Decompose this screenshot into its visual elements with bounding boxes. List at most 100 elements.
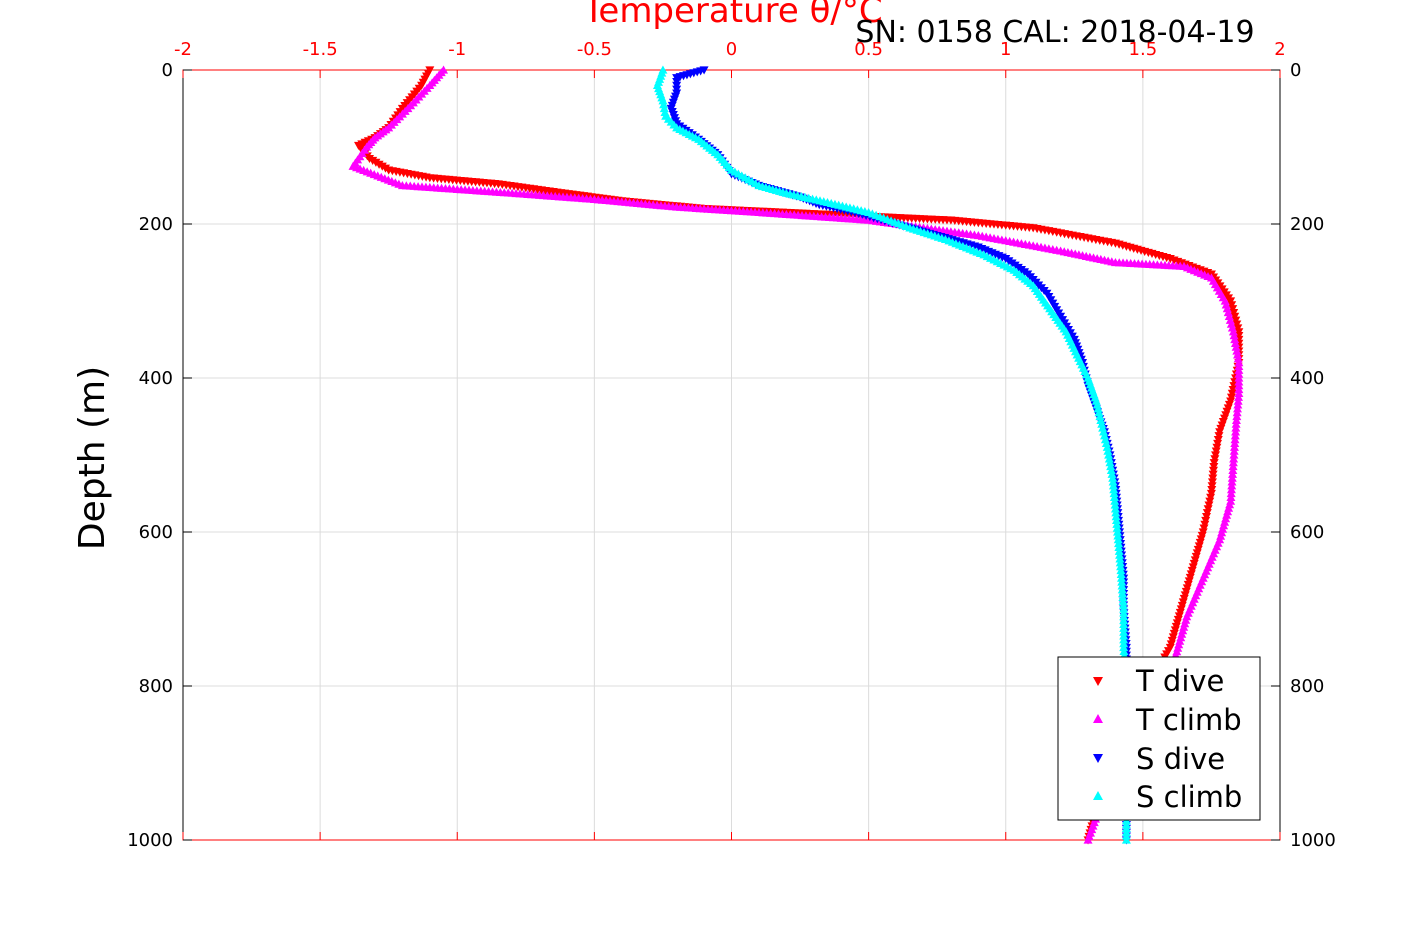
point-s-climb (1091, 396, 1101, 405)
point-s-climb (1117, 577, 1127, 586)
point-s-climb (1116, 573, 1126, 582)
point-t-climb (1232, 408, 1242, 417)
point-t-climb (1228, 462, 1238, 471)
point-t-climb (1233, 354, 1243, 363)
point-t-climb (1230, 335, 1240, 344)
point-s-climb (1118, 592, 1128, 602)
point-s-climb (1099, 427, 1109, 436)
legend: T dive T climb S dive S climb (1057, 656, 1261, 821)
legend-label-t-dive: T dive (1135, 664, 1224, 698)
legend-marker-t-climb (1093, 714, 1103, 723)
point-t-climb (1229, 442, 1239, 451)
point-t-climb (1231, 419, 1241, 428)
point-s-climb (1108, 481, 1118, 490)
point-s-climb (1105, 458, 1115, 467)
y-tick-label-left: 1000 (127, 830, 173, 851)
x-tick-label: 1 (1000, 39, 1011, 60)
point-s-climb (1109, 492, 1119, 501)
point-s-climb (1104, 454, 1114, 463)
point-s-climb (1114, 542, 1124, 551)
point-t-climb (1228, 465, 1238, 474)
point-s-climb (1109, 485, 1119, 494)
point-t-climb (1229, 446, 1239, 455)
point-s-climb (660, 107, 670, 116)
point-s-climb (1092, 400, 1102, 409)
point-s-climb (1115, 558, 1125, 567)
point-s-climb (1118, 600, 1128, 609)
x-tick-label: -1.5 (303, 39, 338, 60)
legend-marker-s-dive (1093, 754, 1103, 763)
legend-marker-s-climb (1093, 791, 1103, 800)
point-s-climb (1115, 550, 1125, 559)
x-tick-label: 2 (1274, 39, 1285, 60)
point-s-climb (1118, 596, 1128, 605)
point-t-climb (1226, 489, 1236, 498)
point-s-climb (1112, 523, 1122, 532)
chart-title: SN: 0158 CAL: 2018-04-19 (855, 15, 1254, 50)
point-t-climb (1229, 331, 1239, 340)
y-tick-label-right: 800 (1290, 676, 1324, 697)
point-t-climb (1228, 458, 1238, 467)
point-s-climb (1104, 450, 1114, 459)
point-t-climb (1230, 338, 1240, 347)
y-tick-label-left: 200 (139, 214, 173, 235)
legend-box (1057, 656, 1261, 821)
point-s-climb (1101, 438, 1111, 448)
point-t-climb (1232, 346, 1242, 355)
point-s-climb (1094, 408, 1104, 417)
point-t-climb (1230, 431, 1240, 440)
point-s-climb (1111, 515, 1121, 525)
point-s-climb (659, 104, 669, 113)
point-s-climb (1093, 404, 1103, 413)
point-t-climb (1230, 435, 1240, 444)
legend-label-s-dive: S dive (1136, 742, 1225, 776)
point-t-climb (1226, 485, 1236, 494)
point-t-climb (1231, 423, 1241, 432)
point-s-climb (1118, 589, 1128, 598)
legend-label-t-climb: T climb (1135, 703, 1242, 737)
point-s-climb (1117, 585, 1127, 594)
point-t-climb (1233, 400, 1243, 409)
x-tick-label: -1 (448, 39, 466, 60)
point-t-climb (1232, 412, 1242, 421)
point-s-climb (1100, 435, 1110, 444)
point-s-climb (1108, 473, 1118, 482)
point-t-climb (1227, 473, 1237, 482)
x-axis-label: Temperature θ/°C (582, 0, 882, 31)
point-s-climb (1116, 562, 1126, 571)
y-tick-label-right: 400 (1290, 368, 1324, 389)
point-t-climb (1229, 450, 1239, 459)
point-s-climb (1106, 465, 1116, 474)
point-s-climb (1095, 412, 1105, 421)
point-s-climb (1108, 477, 1118, 486)
point-s-climb (1099, 431, 1109, 440)
point-s-climb (1102, 442, 1112, 451)
point-s-climb (1096, 415, 1106, 424)
point-s-climb (659, 100, 669, 109)
point-s-climb (1115, 554, 1125, 563)
point-t-climb (1231, 427, 1241, 436)
point-t-climb (1229, 454, 1239, 463)
point-s-climb (1117, 581, 1127, 590)
y-tick-label-right: 200 (1290, 214, 1324, 235)
x-tick-label: 0.5 (854, 39, 883, 60)
point-t-climb (1226, 492, 1236, 501)
y-tick-label-left: 0 (162, 60, 173, 81)
point-s-climb (1107, 469, 1117, 478)
point-t-climb (1228, 327, 1238, 336)
point-s-climb (1113, 535, 1123, 544)
point-s-climb (1113, 531, 1123, 540)
point-s-climb (1114, 546, 1124, 555)
point-s-climb (1097, 419, 1107, 428)
y-tick-label-right: 0 (1290, 60, 1301, 81)
point-s-climb (1111, 512, 1121, 521)
point-s-climb (1112, 519, 1122, 528)
x-tick-label: -0.5 (577, 39, 612, 60)
y-tick-label-right: 600 (1290, 522, 1324, 543)
x-tick-label: -2 (174, 39, 192, 60)
y-tick-label-left: 400 (139, 368, 173, 389)
point-t-climb (1230, 438, 1240, 448)
point-t-climb (1234, 392, 1244, 401)
